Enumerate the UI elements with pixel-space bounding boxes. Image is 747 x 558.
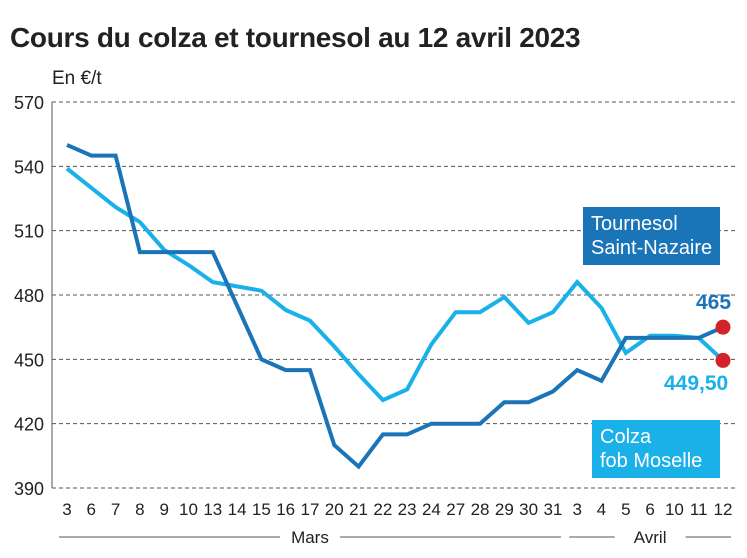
x-tick-label: 10 — [665, 500, 684, 519]
x-tick-label: 23 — [398, 500, 417, 519]
x-tick-label: 8 — [135, 500, 144, 519]
x-tick-label: 12 — [714, 500, 733, 519]
x-tick-label: 28 — [471, 500, 490, 519]
x-tick-label: 4 — [597, 500, 606, 519]
month-label: Avril — [634, 528, 667, 547]
x-tick-label: 31 — [543, 500, 562, 519]
series-line — [65, 166, 725, 403]
x-tick-label: 13 — [203, 500, 222, 519]
x-tick-label: 9 — [159, 500, 168, 519]
grid-lines — [51, 101, 738, 489]
endpoint-markers — [715, 319, 731, 368]
y-tick-label: 450 — [14, 350, 44, 370]
series-lines — [65, 143, 725, 470]
x-tick-label: 3 — [572, 500, 581, 519]
y-tick-label: 570 — [14, 93, 44, 113]
x-tick-label: 10 — [179, 500, 198, 519]
x-tick-label: 24 — [422, 500, 441, 519]
endpoint-dot — [715, 319, 731, 335]
x-tick-label: 3 — [62, 500, 71, 519]
tournesol-end-value: 465 — [696, 291, 732, 314]
legend-tournesol-line2: Saint-Nazaire — [591, 237, 713, 259]
month-labels: Mars Avril — [59, 528, 731, 547]
x-tick-label: 27 — [446, 500, 465, 519]
y-tick-label: 420 — [14, 415, 44, 435]
y-tick-label: 480 — [14, 286, 44, 306]
y-axis-unit-label: En €/t — [52, 68, 102, 89]
x-tick-label: 30 — [519, 500, 538, 519]
endpoint-dot — [715, 352, 731, 368]
legend-tournesol-line1: Tournesol — [591, 213, 678, 235]
x-tick-label: 21 — [349, 500, 368, 519]
colza-end-value: 449,50 — [664, 372, 729, 395]
legend-tournesol: Tournesol Saint-Nazaire — [583, 207, 721, 265]
x-tick-label: 6 — [87, 500, 96, 519]
y-tick-label: 390 — [14, 479, 44, 499]
x-tick-label: 17 — [301, 500, 320, 519]
x-tick-label: 6 — [645, 500, 654, 519]
legend-colza: Colza fob Moselle — [592, 420, 721, 478]
x-tick-label: 20 — [325, 500, 344, 519]
x-tick-label: 15 — [252, 500, 271, 519]
y-axis-ticks: 390 420 450 480 510 540 570 — [14, 93, 44, 499]
x-tick-label: 29 — [495, 500, 514, 519]
x-tick-label: 11 — [690, 500, 708, 519]
y-tick-label: 510 — [14, 222, 44, 242]
x-tick-label: 16 — [276, 500, 295, 519]
y-tick-label: 540 — [14, 157, 44, 177]
x-axis-ticks: 3 6 7 8 9 10 13 14 15 16 17 20 21 22 23 24 27 28 29 30 31 3 4 5… — [62, 500, 732, 519]
x-tick-label: 22 — [373, 500, 392, 519]
month-label: Mars — [291, 528, 329, 547]
legend-colza-line1: Colza — [600, 426, 652, 448]
chart-title: Cours du colza et tournesol au 12 avril … — [10, 22, 581, 53]
series-line — [66, 143, 724, 470]
x-tick-label: 5 — [621, 500, 630, 519]
legend-colza-line2: fob Moselle — [600, 450, 703, 472]
x-tick-label: 7 — [111, 500, 120, 519]
x-tick-label: 14 — [228, 500, 247, 519]
